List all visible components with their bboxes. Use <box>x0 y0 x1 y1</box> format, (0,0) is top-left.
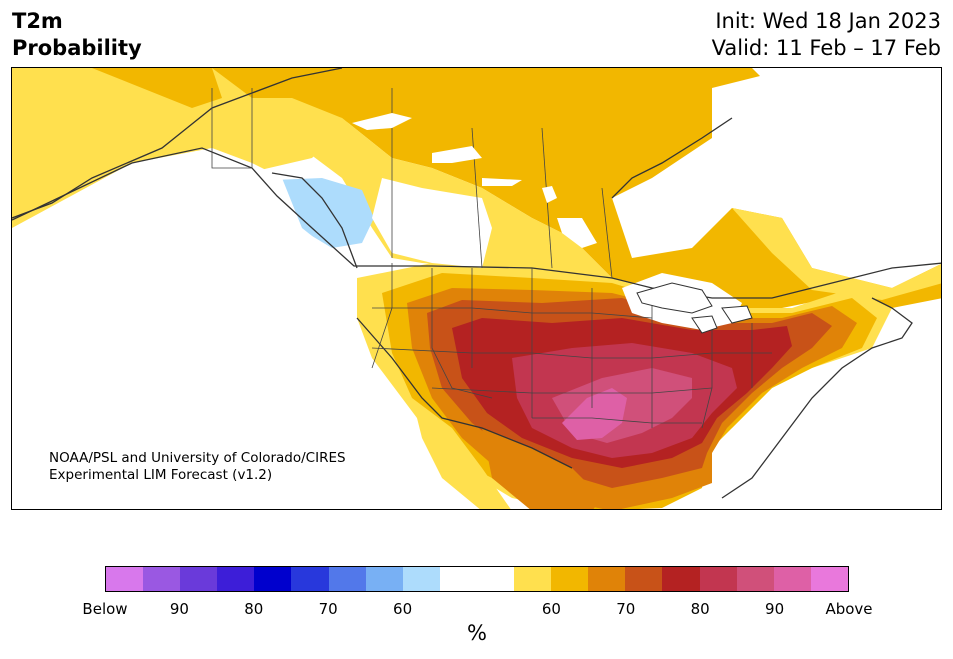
colorbar-cell <box>699 567 737 591</box>
colorbar-tick-label: 70 <box>616 600 636 618</box>
colorbar-cell <box>402 567 440 591</box>
colorbar-cell <box>143 567 181 591</box>
colorbar-cell <box>106 567 144 591</box>
forecast-map <box>11 67 942 510</box>
variable-label: T2m <box>12 9 63 33</box>
country-borders <box>12 68 941 499</box>
great-lakes <box>636 282 753 334</box>
colorbar-cell <box>773 567 811 591</box>
colorbar-cell <box>810 567 848 591</box>
colorbar-cell <box>625 567 663 591</box>
credit-text: NOAA/PSL and University of Colorado/CIRE… <box>49 450 346 484</box>
date-info: Init: Wed 18 Jan 2023 Valid: 11 Feb – 17… <box>712 8 941 62</box>
valid-range: Valid: 11 Feb – 17 Feb <box>711 36 941 60</box>
zone-normal-prairies <box>372 178 492 268</box>
colorbar-cell <box>439 567 477 591</box>
init-date: Init: Wed 18 Jan 2023 <box>715 9 941 33</box>
zone-above-95-us <box>562 388 627 440</box>
probability-label: Probability <box>12 36 142 60</box>
zone-above-65-hudson <box>572 68 712 128</box>
colorbar-cell <box>551 567 589 591</box>
zone-normal-alaska <box>12 148 357 278</box>
colorbar-cell <box>180 567 218 591</box>
colorbar-tick-label: Below <box>82 600 128 618</box>
colorbar-cell <box>217 567 255 591</box>
zone-above-65-north <box>212 68 941 308</box>
colorbar-cell <box>662 567 700 591</box>
colorbar-tick-label: 90 <box>169 600 189 618</box>
zone-above-60-east <box>732 208 941 300</box>
map-svg <box>12 68 941 509</box>
colorbar-cell <box>736 567 774 591</box>
zone-above-70-mexico <box>482 428 602 509</box>
colorbar-tick-label: 60 <box>393 600 413 618</box>
zone-above-65-alaska <box>12 68 222 108</box>
colorbar-unit: % <box>467 621 487 645</box>
zone-below-60-bc <box>274 178 374 248</box>
credit-line-2: Experimental LIM Forecast (v1.2) <box>49 467 273 483</box>
colorbar-cell <box>291 567 329 591</box>
colorbar-tick-label: 90 <box>765 600 785 618</box>
colorbar-tick-label: Above <box>825 600 873 618</box>
colorbar-tick-label: 80 <box>690 600 710 618</box>
colorbar <box>105 566 849 592</box>
colorbar-cell <box>588 567 626 591</box>
colorbar-cell <box>328 567 366 591</box>
zone-normal-labrador <box>712 68 941 268</box>
colorbar-tick-label: 60 <box>541 600 561 618</box>
hudson-bay-lakes <box>352 113 597 248</box>
colorbar-cell <box>514 567 552 591</box>
credit-line-1: NOAA/PSL and University of Colorado/CIRE… <box>49 450 346 466</box>
colorbar-cell <box>476 567 515 591</box>
state-borders <box>211 88 772 429</box>
colorbar-cell <box>365 567 403 591</box>
colorbar-tick-label: 80 <box>244 600 264 618</box>
map-title: T2m Probability <box>12 8 142 62</box>
colorbar-cell <box>254 567 292 591</box>
zone-above-60-central <box>252 98 612 278</box>
colorbar-tick-label: 70 <box>318 600 338 618</box>
zone-above-60-mexico <box>412 398 511 509</box>
